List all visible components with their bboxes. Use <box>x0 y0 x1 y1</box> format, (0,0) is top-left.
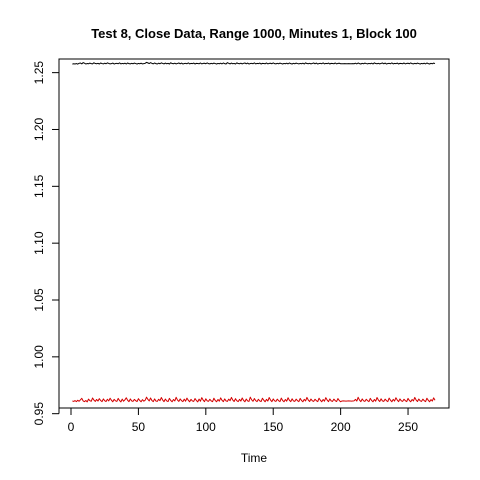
y-tick-label: 1.20 <box>32 117 46 141</box>
x-tick-label: 150 <box>263 420 283 434</box>
x-tick-label: 200 <box>331 420 351 434</box>
x-axis-label: Time <box>241 451 268 465</box>
series-line-2 <box>72 396 436 403</box>
y-tick-label: 0.95 <box>32 402 46 426</box>
y-axis: 0.95 1.00 1.05 1.10 1.15 1.20 1.25 <box>32 61 60 426</box>
series-line-1 <box>72 61 436 65</box>
x-tick-label: 250 <box>398 420 418 434</box>
y-tick-label: 1.25 <box>32 61 46 85</box>
y-tick-label: 1.00 <box>32 345 46 369</box>
y-tick-label: 1.05 <box>32 288 46 312</box>
series-layer <box>72 61 436 403</box>
x-axis: 0 50 100 150 200 250 <box>68 407 418 434</box>
y-tick-label: 1.10 <box>32 231 46 255</box>
x-tick-label: 0 <box>68 420 75 434</box>
x-tick-label: 100 <box>196 420 216 434</box>
x-tick-label: 50 <box>132 420 146 434</box>
y-tick-label: 1.15 <box>32 174 46 198</box>
chart-title: Test 8, Close Data, Range 1000, Minutes … <box>91 26 417 41</box>
